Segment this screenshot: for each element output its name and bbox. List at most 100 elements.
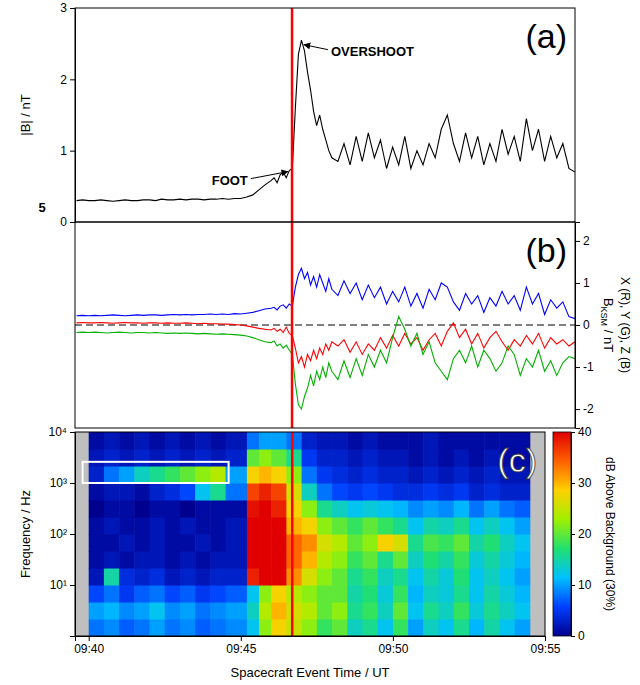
heatmap-cell [302, 534, 318, 551]
heatmap-cell [332, 551, 348, 569]
tick-label: 30 [578, 476, 592, 490]
heatmap-cell [347, 602, 363, 620]
heatmap-cell [499, 619, 515, 636]
heatmap-cell [259, 602, 272, 620]
heatmap-cell [286, 432, 302, 449]
heatmap-cell [226, 483, 248, 500]
heatmap-cell [454, 466, 470, 483]
heatmap-cell [259, 466, 272, 483]
tick-mark [70, 8, 75, 9]
heatmap-cell [104, 517, 120, 534]
heatmap-cell [423, 449, 439, 467]
heatmap-cell [195, 585, 211, 602]
heatmap-cell [332, 500, 348, 518]
tick: 0 [575, 318, 590, 332]
y2-axis-title-base: B [601, 298, 616, 307]
heatmap-cell [393, 568, 409, 585]
axis-line [76, 637, 546, 642]
tick-mark [70, 432, 75, 433]
tick-mark [571, 636, 575, 637]
tick-label: 2 [60, 73, 67, 87]
heatmap-cell [439, 585, 455, 602]
tick-label: 09:45 [226, 642, 256, 656]
heatmap-cell [180, 585, 196, 602]
heatmap-cell [439, 466, 455, 483]
heatmap-cell [210, 432, 226, 449]
heatmap-cell [332, 466, 348, 483]
heatmap-cell [89, 483, 105, 500]
heatmap-cell [439, 449, 455, 467]
y2-axis-title-subscript: KSM [599, 307, 609, 327]
heatmap-cell [393, 585, 409, 602]
heatmap-cell [347, 500, 363, 518]
heatmap-cell [332, 432, 348, 449]
heatmap-cell [469, 517, 485, 534]
heatmap-cell [332, 534, 348, 551]
heatmap-cell [286, 585, 302, 602]
heatmap-cell [499, 568, 515, 585]
heatmap-cell [362, 568, 378, 585]
heatmap-cell [150, 568, 166, 585]
heatmap-cell [317, 466, 333, 483]
heatmap-cell [378, 568, 394, 585]
heatmap-cell [408, 568, 424, 585]
heatmap-cell [515, 483, 531, 500]
heatmap-cell [454, 534, 470, 551]
event-line [291, 432, 294, 636]
highlight-box [83, 462, 229, 483]
heatmap-cell [347, 619, 363, 636]
tick-label: 1 [583, 276, 590, 290]
heatmap-cell [286, 534, 302, 551]
heatmap-cell [150, 551, 166, 569]
heatmap-cell [247, 449, 260, 467]
heatmap-cell [332, 585, 348, 602]
heatmap-cell [271, 534, 287, 551]
heatmap-cell [362, 619, 378, 636]
heatmap-cell [515, 517, 531, 534]
annotation: OVERSHOOT [331, 44, 414, 59]
heatmap-cell [134, 483, 150, 500]
heatmap-cell [259, 483, 272, 500]
heatmap-cell [515, 619, 531, 636]
heatmap-cell [134, 449, 150, 467]
tick-label: 10² [50, 527, 67, 541]
heatmap-cell [317, 483, 333, 500]
heatmap-cell [439, 602, 455, 620]
heatmap-cell [332, 602, 348, 620]
heatmap-cell [247, 551, 260, 569]
heatmap-cell [180, 602, 196, 620]
heatmap-cell [347, 568, 363, 585]
heatmap-cell [180, 483, 196, 500]
heatmap-cell [180, 466, 196, 483]
panel: 010203040dB Above Background (30%)10¹10²… [18, 425, 617, 680]
event-line [291, 222, 294, 428]
heatmap-cell [499, 500, 515, 518]
heatmap-cell [393, 602, 409, 620]
heatmap-cell [454, 483, 470, 500]
heatmap-cell [302, 449, 318, 467]
heatmap-cell [393, 619, 409, 636]
heatmap-cell [469, 500, 485, 518]
heatmap-cell [165, 517, 181, 534]
heatmap-cell [180, 449, 196, 467]
heatmap-cell [515, 585, 531, 602]
heatmap-cell [439, 432, 455, 449]
heatmap-cell [119, 568, 135, 585]
heatmap-cell [165, 551, 181, 569]
tick-label: 1 [60, 144, 67, 158]
heatmap-cell [408, 449, 424, 467]
heatmap-cell [134, 602, 150, 620]
heatmap-cell [423, 432, 439, 449]
heatmap-cell [150, 432, 166, 449]
heatmap-cell [499, 551, 515, 569]
heatmap-cell [89, 534, 105, 551]
heatmap-cell [210, 534, 226, 551]
data-line [77, 317, 575, 409]
heatmap-cell [378, 449, 394, 467]
heatmap-cell [247, 483, 260, 500]
heatmap-cell [210, 500, 226, 518]
plot-frame [75, 432, 545, 636]
heatmap-cell [180, 534, 196, 551]
heatmap-cell [150, 517, 166, 534]
axis: 010203040 [571, 425, 592, 643]
